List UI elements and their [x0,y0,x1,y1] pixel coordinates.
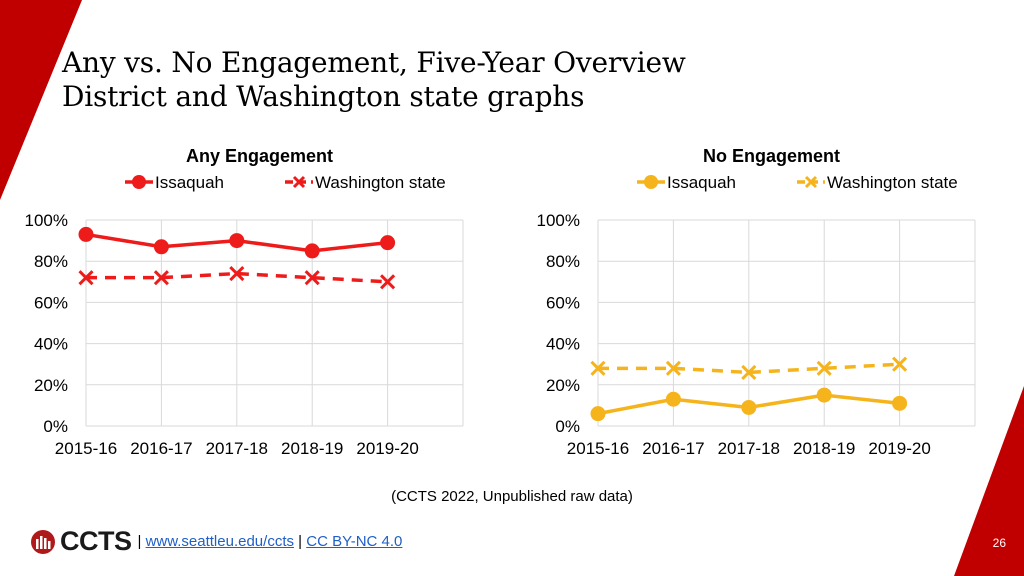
no-point-washington [741,364,757,381]
ccts-logo: CCTS [30,526,132,557]
corner-accent-top-left [0,0,82,200]
any-point-washington [229,265,245,282]
any-y-tick-label: 40% [34,335,68,354]
page-number: 26 [992,536,1006,550]
any-y-tick-label: 60% [34,293,68,312]
any-legend-label: Issaquah [155,173,224,192]
no-legend-item: Washington state [797,173,958,192]
ccts-logo-icon [31,529,55,554]
corner-accent-bottom-right [954,386,1024,576]
slide-title: Any vs. No Engagement, Five-Year Overvie… [62,46,686,114]
no-point-washington [590,360,606,376]
seattleu-link[interactable]: www.seattleu.edu/ccts [145,533,294,550]
no-y-tick-label: 60% [546,293,580,312]
any-point-issaquah [153,239,169,255]
no-x-tick-label: 2015-16 [567,439,629,458]
any-point-washington [304,270,320,286]
no-x-tick-label: 2018-19 [793,439,855,458]
any-x-tick-label: 2019-20 [356,439,418,458]
no-x-tick-label: 2016-17 [642,439,704,458]
any-legend-marker [132,175,146,189]
any-legend-marker [292,175,306,189]
no-point-issaquah [892,395,908,411]
no-legend-label: Issaquah [667,173,736,192]
no-y-tick-label: 20% [546,376,580,395]
any-y-tick-label: 20% [34,376,68,395]
any-point-issaquah [304,243,320,259]
any-engagement-chart-svg: Any Engagement 0% 20% 40% 60% 80% 100% 2015-16 2… [25,146,464,458]
any-x-tick-label: 2017-18 [206,439,268,458]
any-x-tick-label: 2015-16 [55,439,117,458]
no-engagement-chart-svg: No Engagement 0% 20% 40% 60% 80% 100% 2015-16 20… [537,146,976,458]
any-chart-title: Any Engagement [186,146,333,166]
no-legend-marker [644,175,658,189]
no-y-tick-label: 80% [546,252,580,271]
footer-links: | www.seattleu.edu/ccts | CC BY-NC 4.0 [138,533,403,550]
no-engagement-chart: No Engagement 0% 20% 40% 60% 80% 100% 2015-16 20… [512,140,1024,470]
footer-separator-2: | [298,533,303,550]
source-note: (CCTS 2022, Unpublished raw data) [391,488,633,505]
any-legend-item: Washington state [285,173,446,192]
any-point-issaquah [229,233,245,249]
any-point-washington [380,274,396,290]
no-y-tick-label: 0% [555,417,580,436]
no-point-issaquah [590,406,606,422]
any-y-tick-label: 100% [25,211,68,230]
no-y-tick-label: 40% [546,335,580,354]
no-legend-label: Washington state [827,173,958,192]
license-link[interactable]: CC BY-NC 4.0 [306,533,403,550]
no-point-issaquah [665,391,681,407]
any-legend-item: Issaquah [125,173,224,192]
any-y-tick-label: 0% [43,417,68,436]
any-point-issaquah [78,226,94,242]
title-line-2: District and Washington state graphs [62,80,585,113]
ccts-logo-text: CCTS [60,526,132,556]
any-engagement-chart: Any Engagement 0% 20% 40% 60% 80% 100% 2015-16 2… [0,140,512,470]
no-legend-marker [804,175,818,189]
no-point-washington [816,360,832,376]
footer: CCTS | www.seattleu.edu/ccts | CC BY-NC … [30,526,402,557]
any-legend-label: Washington state [315,173,446,192]
no-legend-item: Issaquah [637,173,736,192]
any-y-tick-label: 80% [34,252,68,271]
no-x-tick-label: 2017-18 [718,439,780,458]
no-point-washington [892,356,908,372]
any-point-washington [153,270,169,286]
no-series-line-washington [598,362,900,375]
no-point-issaquah [816,387,832,403]
any-x-tick-label: 2018-19 [281,439,343,458]
footer-separator-1: | [137,533,142,550]
any-series-line-washington [86,271,388,284]
no-chart-title: No Engagement [703,146,840,166]
title-line-1: Any vs. No Engagement, Five-Year Overvie… [62,46,686,79]
no-y-tick-label: 100% [537,211,580,230]
any-point-issaquah [380,235,396,251]
no-point-washington [665,360,681,376]
any-x-tick-label: 2016-17 [130,439,192,458]
no-x-tick-label: 2019-20 [868,439,930,458]
no-point-issaquah [741,399,757,415]
any-point-washington [78,270,94,286]
